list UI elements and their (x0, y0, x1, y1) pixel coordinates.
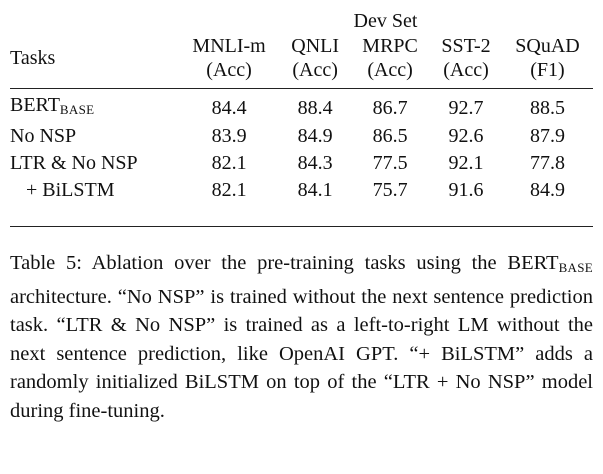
value-cell: 82.1 (211, 151, 247, 174)
value-cell: 86.7 (372, 96, 408, 119)
value-cell: 84.9 (297, 124, 333, 147)
value-cell: 92.7 (448, 96, 484, 119)
table-bottom-rule (10, 226, 593, 227)
value-cell: 77.5 (372, 151, 408, 174)
task-cell: + BiLSTM (26, 178, 115, 201)
task-cell: No NSP (10, 124, 77, 147)
header-rule (10, 82, 593, 89)
value-cell: 91.6 (448, 178, 484, 201)
results-table: Dev Set Tasks MNLI-m (Acc) QNLI (Acc) MRPC… (10, 8, 593, 203)
value-cell: 87.9 (529, 124, 565, 147)
column-header: MRPC (Acc) (362, 35, 418, 81)
value-cell: 75.7 (372, 178, 408, 201)
value-cell: 88.5 (529, 96, 565, 119)
value-cell: 84.3 (297, 151, 333, 174)
table-row: LTR & No NSP 82.1 84.3 77.5 92.1 77.8 (10, 149, 593, 176)
value-cell: 88.4 (297, 96, 333, 119)
devset-header: Dev Set (353, 10, 418, 32)
column-header: MNLI-m (Acc) (192, 35, 266, 81)
value-cell: 84.4 (211, 96, 247, 119)
header-row-columns: Tasks MNLI-m (Acc) QNLI (Acc) MRPC (Acc) SS… (10, 34, 593, 82)
column-header: SQuAD (F1) (515, 35, 580, 81)
table-row: + BiLSTM 82.1 84.1 75.7 91.6 84.9 (10, 176, 593, 203)
task-cell: LTR & No NSP (10, 151, 138, 174)
header-row-devset: Dev Set (10, 8, 593, 34)
value-cell: 84.9 (529, 178, 565, 201)
value-cell: 77.8 (529, 151, 565, 174)
value-cell: 83.9 (211, 124, 247, 147)
value-cell: 86.5 (372, 124, 408, 147)
value-cell: 82.1 (211, 178, 247, 201)
caption-text: Table 5: Ablation over the pre-training … (10, 252, 593, 422)
value-cell: 84.1 (297, 178, 333, 201)
results-table-container: Dev Set Tasks MNLI-m (Acc) QNLI (Acc) MRPC… (10, 8, 593, 203)
table-row: No NSP 83.9 84.9 86.5 92.6 87.9 (10, 122, 593, 149)
table-row: BERTBASE 84.4 88.4 86.7 92.7 88.5 (10, 89, 593, 123)
task-cell: BERTBASE (10, 94, 95, 117)
tasks-header: Tasks (10, 47, 56, 69)
value-cell: 92.6 (448, 124, 484, 147)
column-header: SST-2 (Acc) (441, 35, 491, 81)
table-caption: Table 5: Ablation over the pre-training … (10, 249, 593, 425)
column-header: QNLI (Acc) (291, 35, 340, 81)
value-cell: 92.1 (448, 151, 484, 174)
